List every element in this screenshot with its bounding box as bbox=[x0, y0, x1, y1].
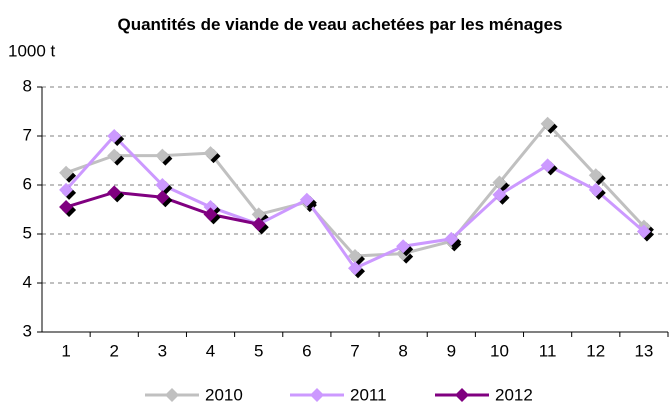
y-tick-label: 3 bbox=[23, 321, 32, 340]
y-tick-label: 6 bbox=[23, 174, 32, 193]
y-tick-label: 7 bbox=[23, 125, 32, 144]
marker bbox=[203, 207, 218, 222]
x-tick-label: 9 bbox=[447, 341, 456, 360]
x-tick-label: 3 bbox=[158, 341, 167, 360]
legend-label: 2012 bbox=[495, 385, 533, 404]
chart-title: Quantités de viande de veau achetées par… bbox=[117, 15, 563, 34]
x-tick-label: 5 bbox=[254, 341, 263, 360]
marker bbox=[299, 192, 314, 207]
marker bbox=[59, 165, 74, 180]
x-tick-label: 13 bbox=[634, 341, 653, 360]
marker bbox=[492, 187, 507, 202]
x-tick-label: 11 bbox=[539, 341, 557, 360]
marker bbox=[348, 249, 362, 264]
marker bbox=[107, 129, 122, 143]
marker bbox=[59, 200, 74, 215]
marker bbox=[396, 239, 411, 254]
marker bbox=[107, 185, 122, 200]
x-tick-label: 7 bbox=[350, 341, 359, 360]
marker bbox=[444, 231, 459, 246]
x-tick-label: 2 bbox=[109, 341, 118, 360]
y-tick-label: 4 bbox=[23, 272, 32, 291]
marker bbox=[155, 148, 170, 163]
marker bbox=[540, 158, 555, 173]
series-line bbox=[65, 121, 646, 258]
legend-label: 2011 bbox=[350, 385, 387, 404]
marker bbox=[155, 190, 170, 205]
x-tick-label: 4 bbox=[206, 341, 215, 360]
marker bbox=[636, 224, 651, 239]
legend-marker bbox=[455, 388, 469, 402]
x-tick-label: 6 bbox=[302, 341, 311, 360]
legend-marker bbox=[310, 388, 324, 402]
legend-label: 2010 bbox=[205, 385, 243, 404]
legend-marker bbox=[165, 388, 179, 402]
y-tick-label: 5 bbox=[23, 223, 32, 242]
x-tick-label: 1 bbox=[61, 341, 70, 360]
x-tick-label: 8 bbox=[398, 341, 407, 360]
marker bbox=[251, 207, 266, 222]
marker bbox=[107, 148, 122, 163]
y-axis-label: 1000 t bbox=[8, 41, 56, 60]
x-tick-label: 10 bbox=[490, 341, 509, 360]
marker bbox=[59, 182, 74, 197]
marker bbox=[203, 146, 218, 161]
marker bbox=[492, 175, 507, 190]
x-tick-label: 12 bbox=[586, 341, 605, 360]
marker bbox=[540, 116, 555, 131]
marker bbox=[155, 178, 170, 192]
marker bbox=[203, 200, 218, 215]
marker bbox=[251, 217, 266, 232]
marker bbox=[588, 182, 603, 197]
marker bbox=[588, 168, 603, 183]
marker bbox=[348, 261, 362, 276]
y-tick-label: 8 bbox=[23, 76, 32, 95]
